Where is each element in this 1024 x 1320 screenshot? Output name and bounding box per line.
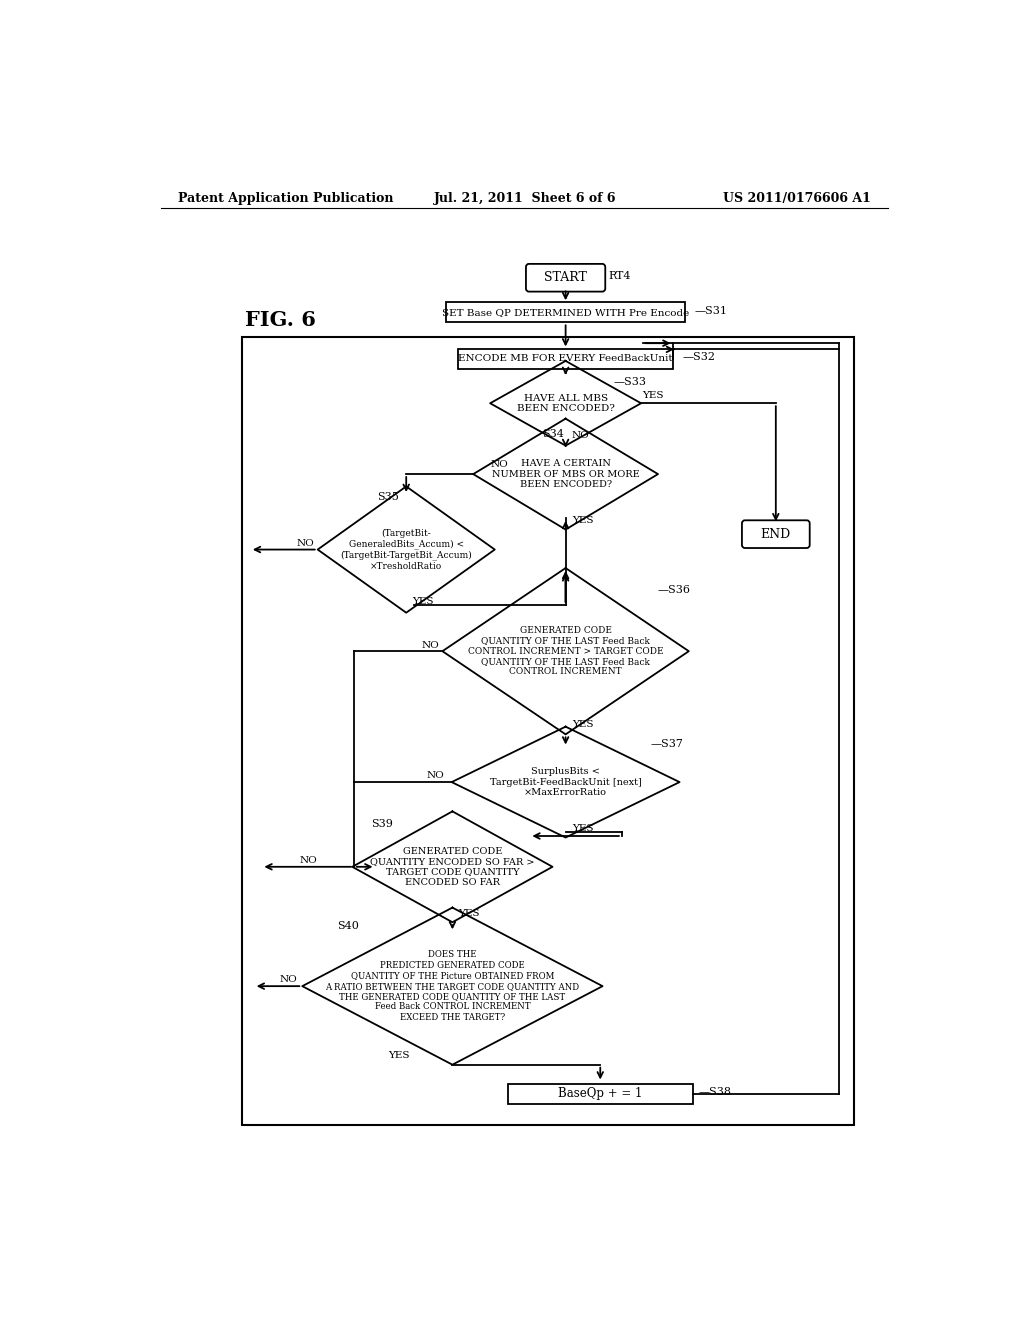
Text: US 2011/0176606 A1: US 2011/0176606 A1 xyxy=(723,191,871,205)
Text: S34: S34 xyxy=(543,429,564,440)
Polygon shape xyxy=(452,726,680,838)
FancyBboxPatch shape xyxy=(742,520,810,548)
FancyBboxPatch shape xyxy=(526,264,605,292)
Text: YES: YES xyxy=(388,1051,410,1060)
Text: —S31: —S31 xyxy=(695,306,728,315)
Text: —S33: —S33 xyxy=(613,376,646,387)
Polygon shape xyxy=(317,487,495,612)
Text: —S32: —S32 xyxy=(683,352,716,362)
Text: —S38: —S38 xyxy=(698,1088,732,1097)
Text: RT4: RT4 xyxy=(608,271,631,281)
Bar xyxy=(243,337,854,1125)
Text: NO: NO xyxy=(427,771,444,780)
Polygon shape xyxy=(302,908,602,1065)
Text: ENCODE MB FOR EVERY FeedBackUnit: ENCODE MB FOR EVERY FeedBackUnit xyxy=(459,354,673,363)
Text: NO: NO xyxy=(571,432,590,440)
Text: DOES THE
PREDICTED GENERATED CODE
QUANTITY OF THE Picture OBTAINED FROM
A RATIO : DOES THE PREDICTED GENERATED CODE QUANTI… xyxy=(326,950,580,1022)
Text: NO: NO xyxy=(300,857,317,865)
Text: YES: YES xyxy=(571,719,593,729)
Text: YES: YES xyxy=(571,516,593,525)
Text: BaseQp + = 1: BaseQp + = 1 xyxy=(558,1088,642,1101)
Text: YES: YES xyxy=(643,391,665,400)
Text: NO: NO xyxy=(297,539,314,548)
Text: S40: S40 xyxy=(337,921,358,931)
Bar xyxy=(446,302,685,322)
Text: Patent Application Publication: Patent Application Publication xyxy=(178,191,394,205)
Text: FIG. 6: FIG. 6 xyxy=(245,310,315,330)
Text: HAVE ALL MBS
BEEN ENCODED?: HAVE ALL MBS BEEN ENCODED? xyxy=(517,393,614,413)
Text: END: END xyxy=(761,528,791,541)
Text: YES: YES xyxy=(413,598,434,606)
Text: GENERATED CODE
QUANTITY OF THE LAST Feed Back
CONTROL INCREMENT > TARGET CODE
QU: GENERATED CODE QUANTITY OF THE LAST Feed… xyxy=(468,626,664,676)
Polygon shape xyxy=(442,568,689,734)
Text: S39: S39 xyxy=(371,818,392,829)
Text: YES: YES xyxy=(459,908,480,917)
Text: (TargetBit-
GeneraledBits_Accum) <
(TargetBit-TargetBit_Accum)
×TresholdRatio: (TargetBit- GeneraledBits_Accum) < (Targ… xyxy=(340,528,472,570)
Polygon shape xyxy=(352,812,553,923)
Text: S35: S35 xyxy=(377,492,398,502)
Text: NO: NO xyxy=(280,975,297,985)
Text: HAVE A CERTAIN
NUMBER OF MBS OR MORE
BEEN ENCODED?: HAVE A CERTAIN NUMBER OF MBS OR MORE BEE… xyxy=(492,459,639,488)
Polygon shape xyxy=(490,360,641,446)
Text: NO: NO xyxy=(422,640,439,649)
Text: START: START xyxy=(544,271,587,284)
Text: YES: YES xyxy=(571,824,593,833)
Text: NO: NO xyxy=(490,461,509,470)
Polygon shape xyxy=(473,418,658,529)
Text: SurplusBits <
TargetBit-FeedBackUnit [next]
×MaxErrorRatio: SurplusBits < TargetBit-FeedBackUnit [ne… xyxy=(489,767,641,797)
Text: —S36: —S36 xyxy=(658,585,691,594)
Text: Jul. 21, 2011  Sheet 6 of 6: Jul. 21, 2011 Sheet 6 of 6 xyxy=(433,191,616,205)
Text: GENERATED CODE
QUANTITY ENCODED SO FAR >
TARGET CODE QUANTITY
ENCODED SO FAR: GENERATED CODE QUANTITY ENCODED SO FAR >… xyxy=(370,846,535,887)
Text: —S37: —S37 xyxy=(650,739,683,748)
Bar xyxy=(458,348,674,368)
Bar xyxy=(508,1084,692,1104)
Text: SET Base QP DETERMINED WITH Pre Encode: SET Base QP DETERMINED WITH Pre Encode xyxy=(442,308,689,317)
